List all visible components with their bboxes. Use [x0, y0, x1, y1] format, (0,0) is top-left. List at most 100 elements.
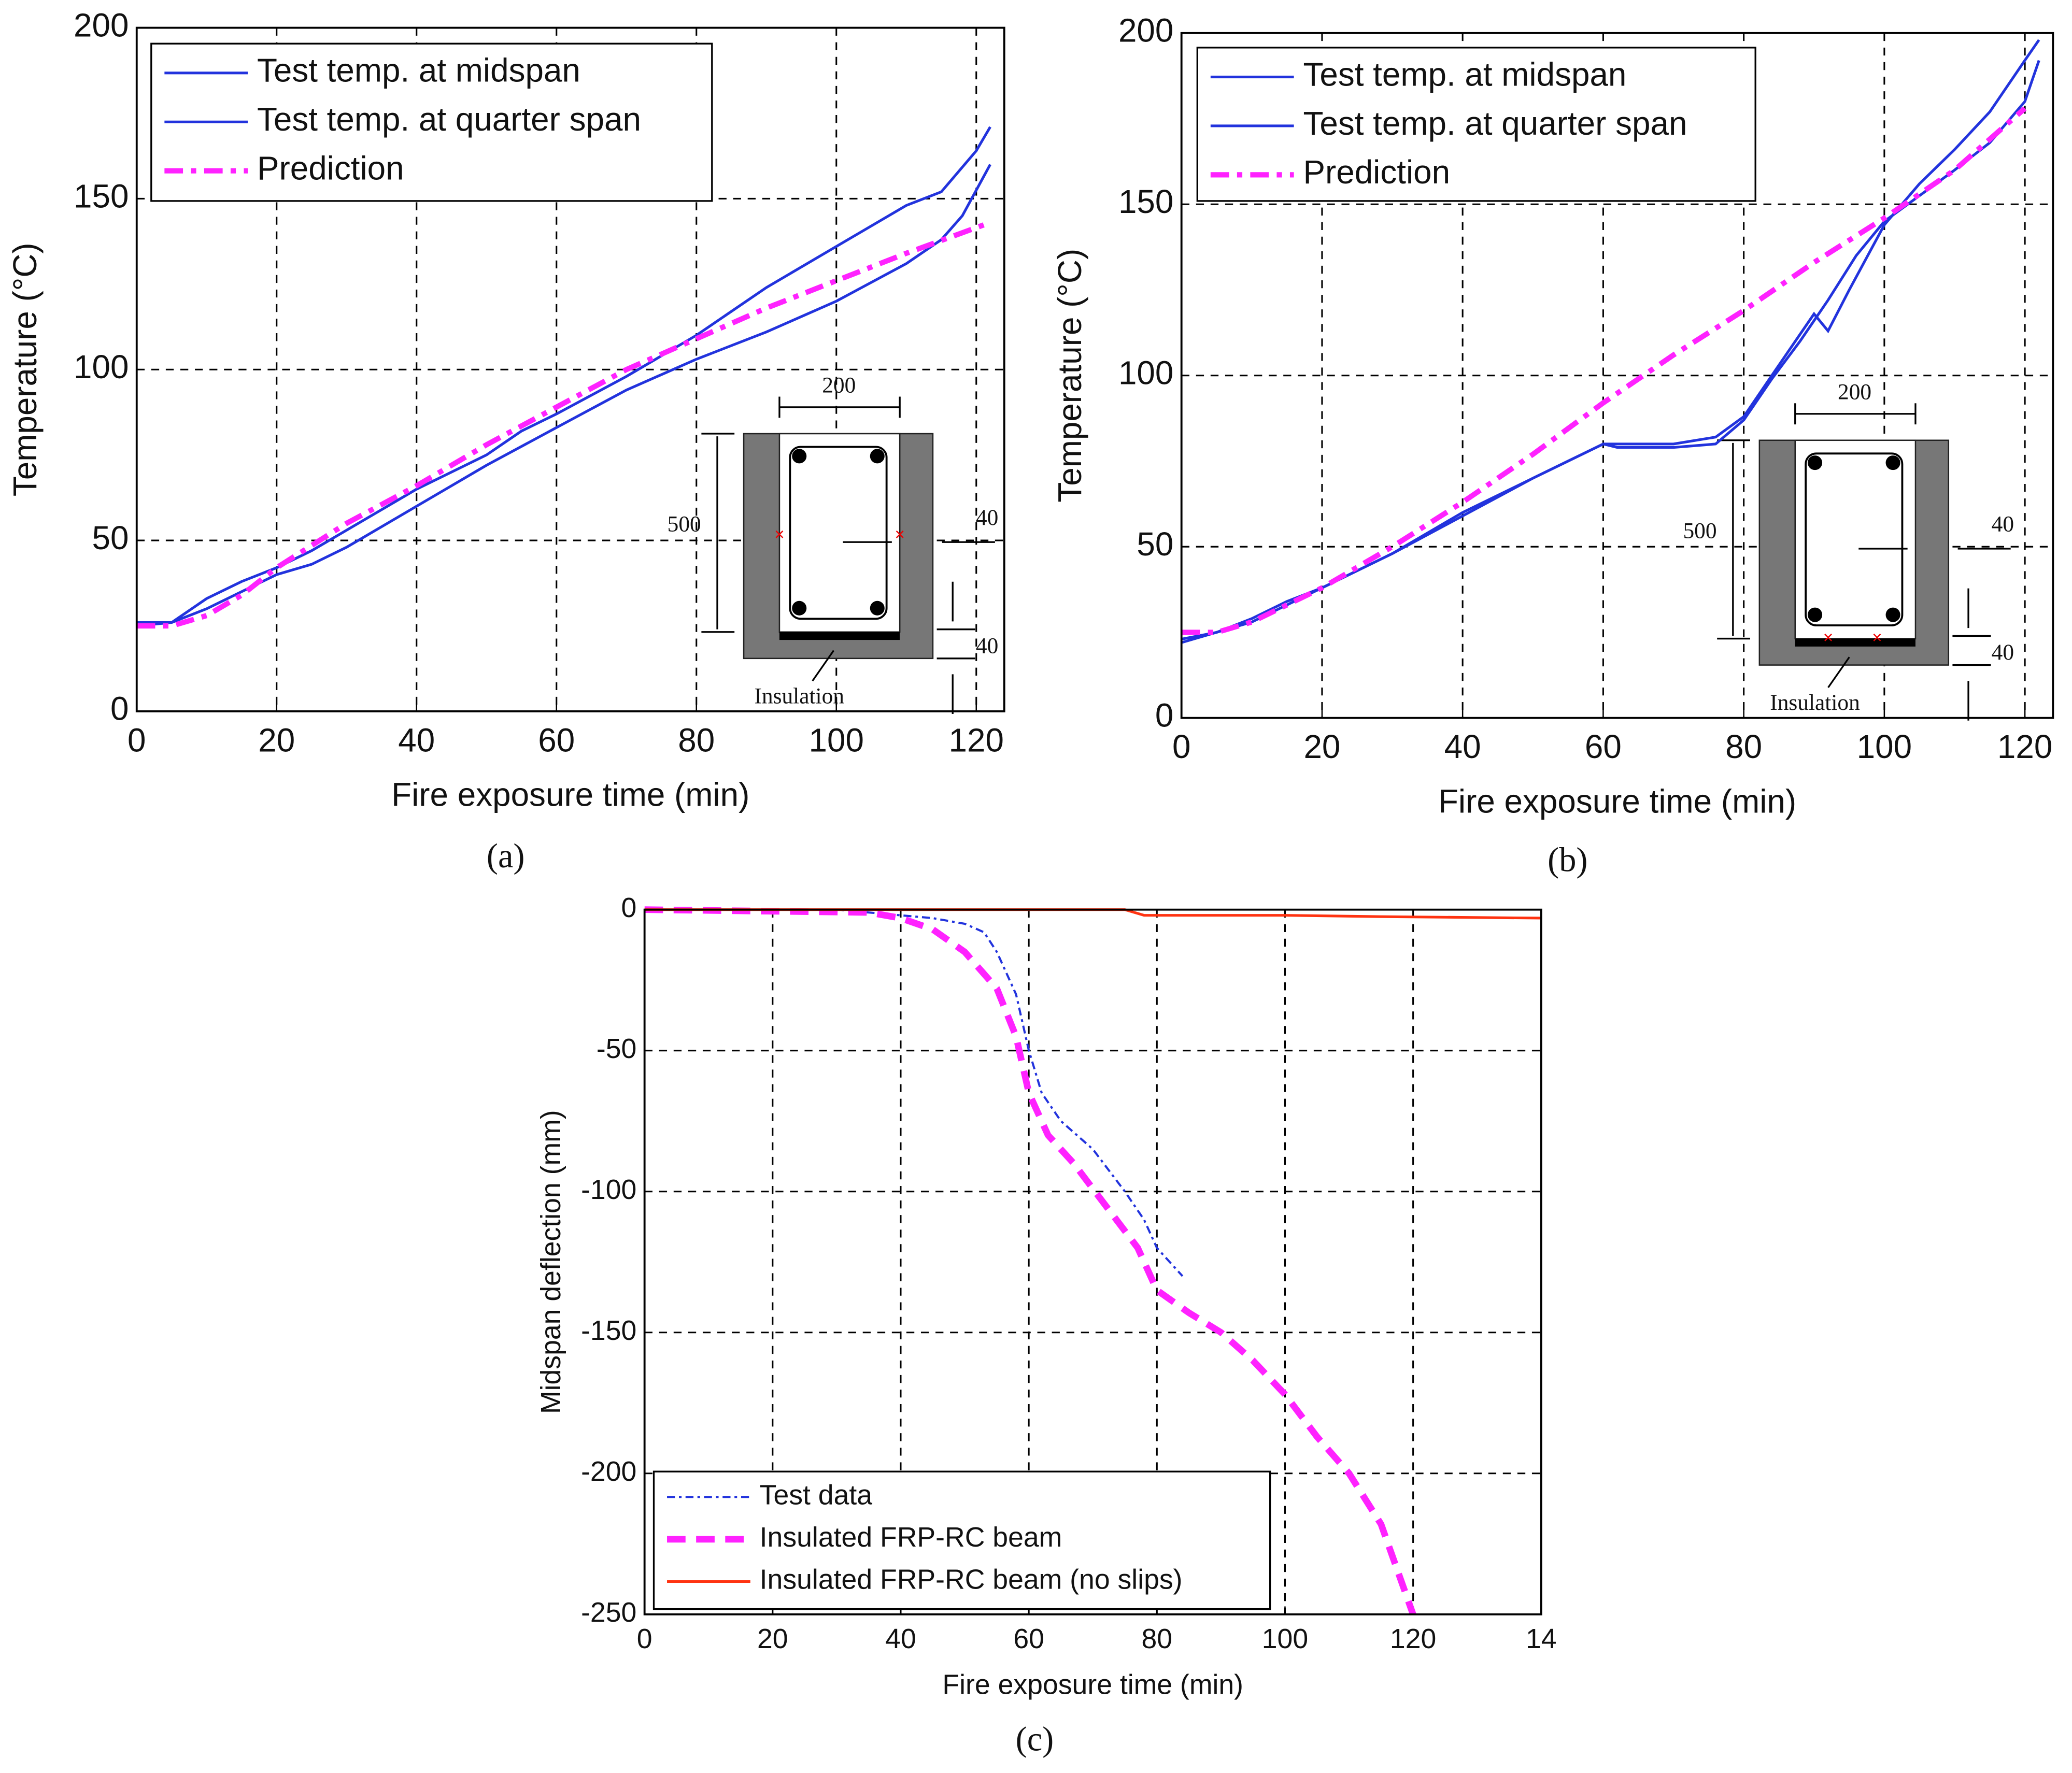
dimension-line	[812, 650, 834, 682]
data-line	[1181, 106, 2027, 635]
y-tick-label: 0	[1155, 696, 1173, 734]
x-tick-label: 0	[1172, 728, 1190, 765]
plot-frame	[135, 26, 1005, 712]
x-tick-label: 60	[1585, 728, 1622, 765]
y-tick-label: 150	[74, 177, 129, 215]
chart: 0 20 40 60 80 100 120 0 50 100 150 200 Fire exposure…	[6, 6, 1005, 875]
x-tick-label: 40	[398, 721, 435, 759]
x-tick-label: 120	[1997, 728, 2052, 765]
dimension-label: 40	[1992, 512, 2014, 537]
y-tick-label: 100	[74, 348, 129, 385]
section-inset: 200 500 40 40 Insulation × ×	[1683, 379, 2014, 721]
legend-label: Insulated FRP-RC beam (no slips)	[760, 1564, 1183, 1595]
rebar	[1807, 455, 1823, 470]
x-tick-label: 80	[678, 721, 715, 759]
frp-plate	[779, 632, 900, 640]
panel-label: (c)	[1016, 1721, 1054, 1758]
plot-frame	[643, 908, 1542, 1615]
legend-label: Insulated FRP-RC beam	[760, 1522, 1062, 1553]
y-axis-label: Midspan deflection (mm)	[535, 1110, 566, 1414]
legend-label: Test data	[760, 1479, 873, 1510]
legend-box	[652, 1470, 1271, 1610]
x-tick-label: 0	[637, 1623, 652, 1654]
x-tick-label: 20	[258, 721, 295, 759]
y-tick-label: 0	[110, 690, 129, 727]
x-tick-label: 100	[1262, 1623, 1308, 1654]
y-tick-label: 150	[1118, 183, 1173, 220]
y-tick-label: -100	[581, 1174, 636, 1205]
x-axis-label: Fire exposure time (min)	[1438, 782, 1796, 820]
dimension-label: 40	[976, 505, 998, 530]
x-axis-label: Fire exposure time (min)	[391, 776, 749, 813]
x-tick-label: 80	[1142, 1623, 1173, 1654]
data-line	[136, 220, 991, 629]
frp-plate	[1795, 638, 1915, 647]
legend-label: Test temp. at quarter span	[1303, 105, 1687, 142]
chart: 0 20 40 60 80 100 120 0 50 100 150 200 Fire exposure…	[1051, 12, 2054, 879]
dimension-label: 500	[1683, 518, 1716, 543]
x-axis-label: Fire exposure time (min)	[942, 1669, 1243, 1700]
beam	[778, 433, 901, 633]
data-line	[1181, 60, 2040, 644]
stirrup	[1805, 452, 1904, 626]
plot-frame	[1180, 32, 2054, 719]
dimension-label: 500	[668, 512, 701, 537]
x-tick-label: 40	[885, 1623, 916, 1654]
x-tick-label: 60	[538, 721, 575, 759]
section-inset: 200 500 40 40 Insulation × ×	[668, 373, 998, 714]
dimension-line	[1827, 656, 1850, 688]
rebar	[792, 600, 807, 616]
y-axis-label: Temperature (°C)	[1051, 249, 1088, 503]
panel-label: (b)	[1548, 841, 1587, 879]
rebar	[1885, 455, 1900, 470]
x-tick-label: 20	[757, 1623, 788, 1654]
legend-label: Test temp. at midspan	[257, 52, 580, 89]
thermocouple: ×	[895, 525, 904, 544]
data-line	[644, 906, 1416, 1615]
y-tick-label: 200	[74, 6, 129, 44]
y-tick-label: 0	[621, 892, 637, 923]
y-tick-label: -50	[597, 1033, 636, 1064]
x-tick-label: 0	[127, 721, 146, 759]
y-tick-label: 50	[1137, 525, 1173, 563]
y-tick-label: -200	[581, 1456, 636, 1487]
x-tick-label: 80	[1725, 728, 1762, 765]
thermocouple: ×	[1823, 628, 1833, 647]
x-tick-label: 120	[1390, 1623, 1436, 1654]
x-tick-label: 120	[949, 721, 1004, 759]
x-tick-label: 14	[1526, 1623, 1557, 1654]
legend-label: Prediction	[1303, 153, 1450, 191]
legend-label: Test temp. at quarter span	[257, 101, 641, 138]
x-tick-label: 60	[1013, 1623, 1044, 1654]
beam	[1794, 439, 1917, 639]
x-tick-label: 20	[1303, 728, 1340, 765]
panel-label: (a)	[487, 837, 525, 875]
y-tick-label: 200	[1118, 12, 1173, 49]
data-line	[136, 126, 991, 624]
dimension-label: Insulation	[754, 683, 844, 708]
x-tick-label: 100	[809, 721, 864, 759]
thermocouple: ×	[1872, 628, 1882, 647]
rebar	[1885, 607, 1900, 622]
legend-label: Test temp. at midspan	[1303, 55, 1626, 93]
y-tick-label: -250	[581, 1597, 636, 1628]
y-axis-label: Temperature (°C)	[6, 242, 44, 496]
rebar	[870, 600, 885, 616]
thermocouple: ×	[774, 525, 784, 544]
x-tick-label: 40	[1444, 728, 1481, 765]
data-line	[644, 908, 1184, 1277]
y-tick-label: -150	[581, 1315, 636, 1346]
stirrup	[789, 446, 888, 620]
dimension-label: 200	[822, 373, 856, 398]
rebar	[870, 449, 885, 464]
x-tick-label: 100	[1857, 728, 1912, 765]
rebar	[1807, 607, 1823, 622]
dimension-label: 40	[976, 633, 998, 658]
legend-label: Prediction	[257, 150, 404, 187]
y-tick-label: 50	[92, 519, 129, 556]
y-tick-label: 100	[1118, 354, 1173, 392]
rebar	[792, 449, 807, 464]
chart: 0 20 40 60 80 100 120 14 -250 -200 -150 -100 -50 0 Fir…	[535, 892, 1557, 1758]
dimension-label: 200	[1838, 379, 1871, 404]
